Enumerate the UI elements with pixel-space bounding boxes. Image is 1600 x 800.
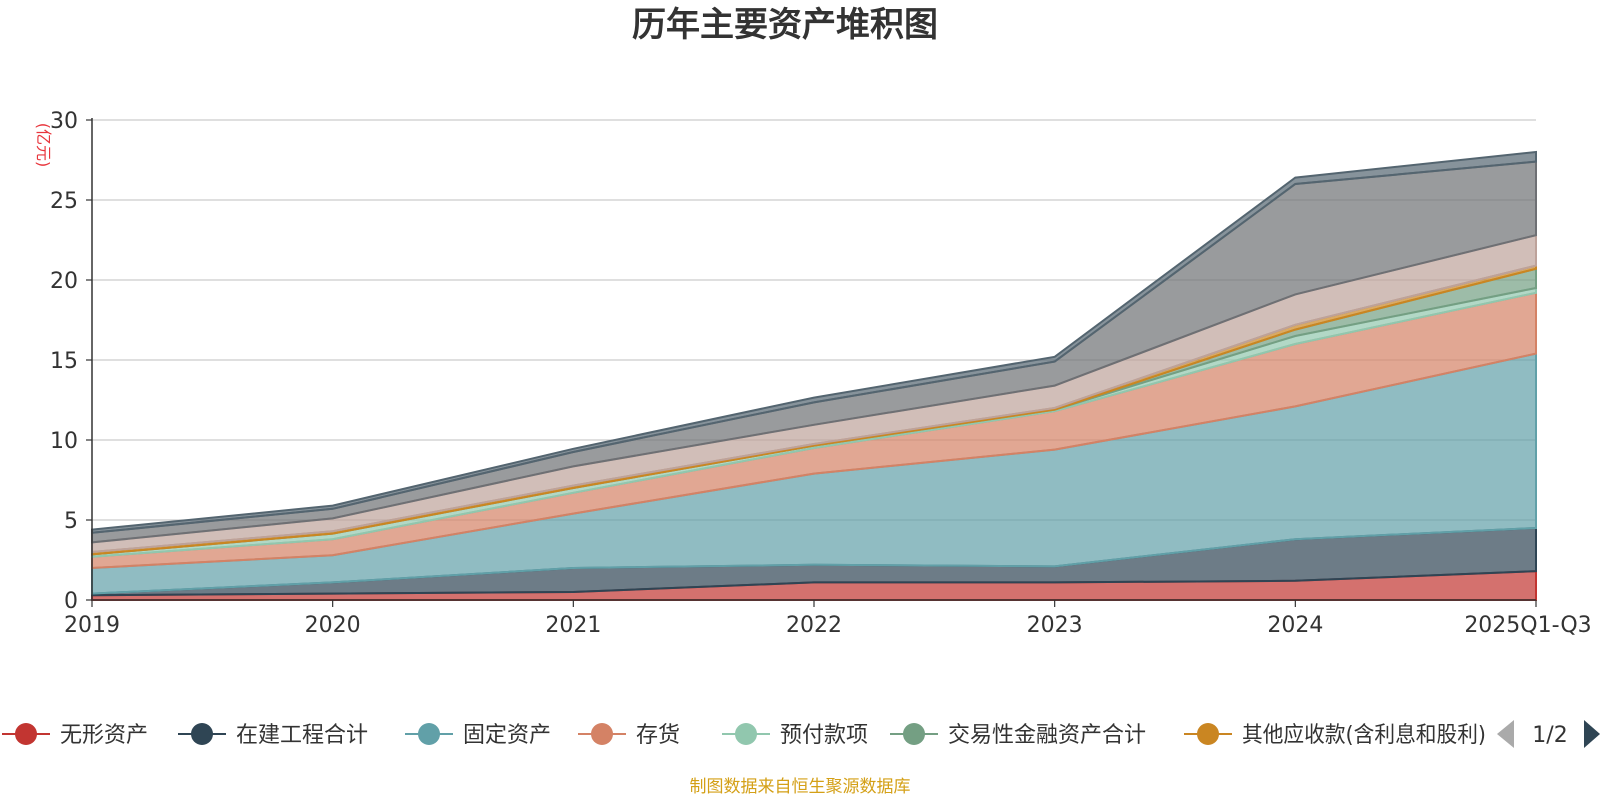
legend-item[interactable]: 存货 [578, 723, 680, 748]
legend-item[interactable]: 交易性金融资产合计 [890, 723, 1146, 748]
legend-marker [591, 723, 613, 745]
area-其他 [91, 150, 1537, 534]
legend-marker [735, 723, 757, 745]
legend-label: 无形资产 [60, 723, 148, 748]
x-tick-label: 2019 [64, 613, 120, 638]
legend-prev-icon[interactable] [1497, 720, 1514, 748]
legend-label: 预付款项 [780, 723, 868, 748]
x-tick-label: 2024 [1267, 613, 1323, 638]
legend-label: 在建工程合计 [236, 723, 368, 748]
legend-marker [903, 723, 925, 745]
legend-page-indicator: 1/2 [1532, 723, 1567, 748]
legend-item[interactable]: 无形资产 [2, 723, 148, 748]
legend: 无形资产 在建工程合计 固定资产 存货 预付款项 交易性金融资产合计 其他应收款(含利息和股… [2, 720, 1600, 748]
y-tick-label: 15 [50, 349, 78, 374]
legend-label: 其他应收款(含利息和股利) [1242, 723, 1486, 748]
legend-marker [15, 723, 37, 745]
x-tick-label: 2025Q1-Q3 [1464, 613, 1591, 638]
y-tick-label: 30 [50, 109, 78, 134]
legend-label: 交易性金融资产合计 [948, 723, 1146, 748]
source-note: 制图数据来自恒生聚源数据库 [690, 777, 911, 797]
x-tick-label: 2020 [305, 613, 361, 638]
legend-item[interactable]: 固定资产 [405, 723, 551, 748]
y-tick-label: 25 [50, 189, 78, 214]
x-tick-label: 2021 [545, 613, 601, 638]
y-tick-label: 0 [64, 589, 78, 614]
legend-label: 固定资产 [463, 723, 551, 748]
y-tick-label: 5 [64, 509, 78, 534]
y-tick-label: 20 [50, 269, 78, 294]
legend-marker [418, 723, 440, 745]
y-axis-unit: (亿元) [34, 123, 53, 168]
series-areas [91, 150, 1537, 601]
x-tick-label: 2023 [1027, 613, 1083, 638]
legend-marker [1197, 723, 1219, 745]
x-tick-label: 2022 [786, 613, 842, 638]
chart-title: 历年主要资产堆积图 [632, 5, 938, 45]
legend-next-icon[interactable] [1584, 720, 1600, 748]
legend-label: 存货 [636, 723, 680, 748]
legend-item[interactable]: 预付款项 [722, 723, 868, 748]
y-tick-label: 10 [50, 429, 78, 454]
legend-item[interactable]: 在建工程合计 [178, 723, 368, 748]
legend-item[interactable]: 其他应收款(含利息和股利) [1184, 723, 1486, 748]
axes: 0 5 10 15 20 25 30 2019 2020 2021 2022 2023 2024 2025… [50, 109, 1592, 638]
legend-marker [191, 723, 213, 745]
